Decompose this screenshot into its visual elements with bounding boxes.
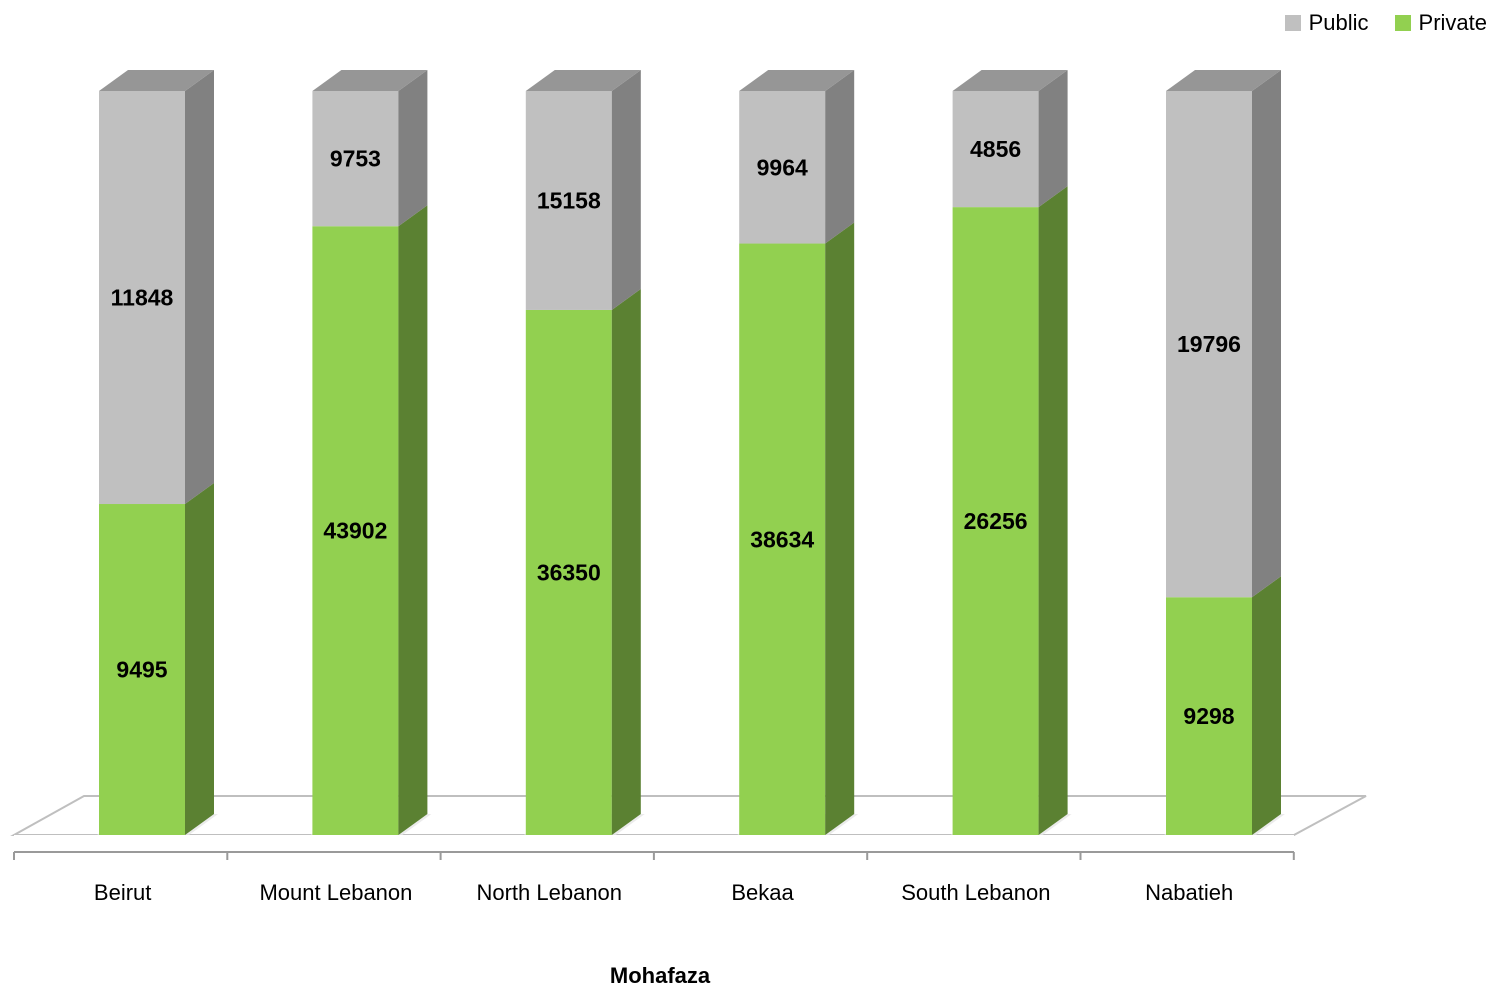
bar-private-side <box>611 288 641 835</box>
value-label-public: 15158 <box>537 187 601 213</box>
legend-swatch-private <box>1394 15 1411 31</box>
legend-label-public: Public <box>1308 10 1369 35</box>
bar-private <box>952 207 1039 835</box>
bar-private <box>739 243 826 836</box>
x-axis-title: Mohafaza <box>610 963 711 987</box>
bar-private <box>312 226 399 835</box>
value-label-public: 19796 <box>1177 331 1241 357</box>
value-label-private: 38634 <box>750 526 814 552</box>
floor-front <box>14 835 1294 852</box>
bar-top <box>952 70 1068 91</box>
value-label-public: 9964 <box>757 154 808 180</box>
bar-top <box>739 70 855 91</box>
segment-labels: 9495 11848 43902 9753 36350 15158 38634 9964 262… <box>111 136 1241 729</box>
bar-private-side <box>185 483 214 835</box>
bar-top <box>525 70 641 91</box>
value-label-public: 4856 <box>970 136 1021 162</box>
bar-top <box>99 70 214 91</box>
category-label: Mount Lebanon <box>259 880 412 905</box>
bar-public-side <box>825 70 855 244</box>
category-label: Nabatieh <box>1145 880 1233 905</box>
value-label-public: 11848 <box>111 285 174 311</box>
legend-label-private: Private <box>1418 10 1487 35</box>
category-label: Bekaa <box>731 880 794 905</box>
bar-public <box>739 91 826 244</box>
value-label-private: 9298 <box>1183 703 1234 729</box>
value-label-private: 9495 <box>116 657 167 683</box>
bar-top <box>312 70 428 91</box>
legend: Public Private <box>1259 10 1487 36</box>
bar-private-side <box>1252 576 1281 835</box>
bar-private <box>525 309 612 835</box>
category-label: South Lebanon <box>901 880 1050 905</box>
bar-private-side <box>1038 186 1068 835</box>
bar-private-side <box>398 205 428 835</box>
value-label-private: 43902 <box>323 518 387 544</box>
bar-private <box>1166 597 1252 835</box>
legend-swatch-public <box>1284 15 1301 31</box>
floor-plane <box>10 795 1367 836</box>
bar-public <box>99 91 185 505</box>
bar-public <box>952 91 1039 208</box>
bar-public <box>1166 91 1252 598</box>
bar-public-side <box>1038 70 1068 208</box>
bar-top <box>1166 70 1281 91</box>
bars <box>97 70 1285 836</box>
legend-item-private: Private <box>1394 10 1487 36</box>
chart-floor <box>10 795 1367 852</box>
value-label-private: 36350 <box>537 559 601 585</box>
x-axis: Beirut Mount Lebanon North Lebanon Bekaa Sou… <box>13 851 1295 905</box>
bar-public-side <box>1252 70 1281 598</box>
bar-public-side <box>611 70 641 310</box>
category-label: North Lebanon <box>476 880 622 905</box>
bar-private-side <box>825 222 855 836</box>
value-label-public: 9753 <box>330 146 381 172</box>
bar-public-side <box>398 70 428 227</box>
bar-public <box>312 91 399 227</box>
category-label: Beirut <box>94 880 151 905</box>
bar-private <box>99 504 185 835</box>
value-label-private: 26256 <box>964 508 1028 534</box>
legend-item-public: Public <box>1284 10 1369 36</box>
bar-public <box>525 91 612 310</box>
bar-public-side <box>185 70 214 505</box>
